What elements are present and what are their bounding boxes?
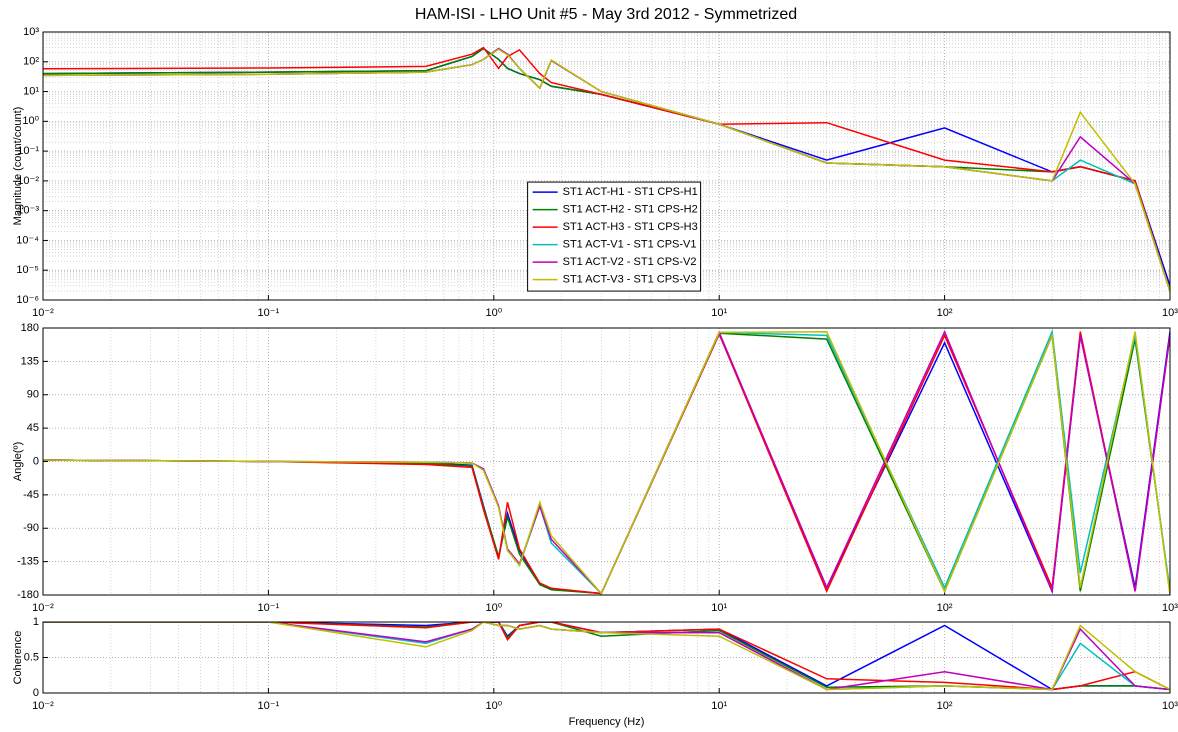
series-line — [43, 330, 1170, 595]
x-tick-label: 10⁰ — [485, 307, 502, 319]
legend-label: ST1 ACT-H2 - ST1 CPS-H2 — [563, 203, 698, 215]
y-tick-label: -180 — [17, 589, 39, 601]
x-tick-label: 10¹ — [711, 602, 727, 614]
plot-frame — [42, 31, 1171, 301]
y-tick-label: 180 — [21, 322, 39, 334]
series-line — [43, 622, 1170, 691]
y-tick-label: 10⁻³ — [17, 205, 39, 217]
y-tick-label: 10⁻⁴ — [16, 234, 39, 246]
series-group — [43, 328, 1170, 595]
y-axis-label: Magnitude (count/count) — [12, 107, 24, 226]
x-tick-label: 10³ — [1162, 700, 1178, 712]
x-tick-label: 10⁻² — [32, 700, 54, 712]
chart-title: HAM-ISI - LHO Unit #5 - May 3rd 2012 - S… — [415, 6, 797, 23]
y-axis-label: Coherence — [12, 631, 24, 685]
y-tick-label: -135 — [17, 556, 39, 568]
x-axis-label: Frequency (Hz) — [569, 716, 645, 728]
x-tick-label: 10⁰ — [485, 602, 502, 614]
legend-label: ST1 ACT-H3 - ST1 CPS-H3 — [563, 221, 698, 233]
x-tick-label: 10³ — [1162, 602, 1178, 614]
plot-frame — [42, 621, 1171, 694]
series-line — [43, 622, 1170, 691]
legend-label: ST1 ACT-V2 - ST1 CPS-V2 — [563, 256, 697, 268]
legend-box — [527, 181, 702, 292]
y-tick-label: 10⁻⁶ — [16, 294, 39, 306]
x-tick-label: 10⁻² — [32, 307, 54, 319]
y-tick-label: 10⁻² — [17, 175, 39, 187]
x-tick-label: 10⁻¹ — [258, 307, 280, 319]
x-tick-label: 10⁻¹ — [258, 602, 280, 614]
series-group — [43, 46, 1170, 292]
legend-label: ST1 ACT-V3 - ST1 CPS-V3 — [563, 273, 697, 285]
legend-label: ST1 ACT-V1 - ST1 CPS-V1 — [563, 238, 697, 250]
y-axis-label: Angle(º) — [12, 442, 24, 481]
x-tick-label: 10⁰ — [485, 700, 502, 712]
series-line — [43, 48, 1170, 292]
x-tick-label: 10¹ — [711, 307, 727, 319]
y-tick-label: 10³ — [23, 26, 39, 38]
y-tick-label: 10¹ — [23, 85, 39, 97]
y-tick-label: 90 — [27, 389, 39, 401]
y-tick-label: 0 — [33, 687, 39, 699]
panel: 10⁻² 10⁻¹ 10⁰ 10¹ 10² 10³ 10⁻⁶ 10⁻⁵ 10⁻⁴ 10⁻³ 10⁻²… — [12, 26, 1178, 319]
y-tick-label: 10² — [23, 56, 39, 68]
y-tick-label: 1 — [33, 616, 39, 628]
y-tick-label: 0 — [33, 455, 39, 467]
y-tick-label: -45 — [23, 489, 39, 501]
panel: 10⁻² 10⁻¹ 10⁰ 10¹ 10² 10³ 0 0.5 1 Coherence Freque… — [12, 616, 1178, 728]
legend-label: ST1 ACT-H1 - ST1 CPS-H1 — [563, 186, 698, 198]
series-group — [43, 622, 1170, 691]
x-tick-label: 10³ — [1162, 307, 1178, 319]
y-tick-label: 10⁰ — [22, 115, 39, 127]
x-tick-label: 10² — [937, 602, 953, 614]
y-tick-label: 0.5 — [24, 651, 39, 663]
legend: ST1 ACT-H1 - ST1 CPS-H1 ST1 ACT-H2 - ST1 … — [527, 181, 702, 292]
x-tick-label: 10² — [937, 700, 953, 712]
x-tick-label: 10¹ — [711, 700, 727, 712]
y-tick-label: 135 — [21, 355, 39, 367]
y-tick-label: 10⁻¹ — [17, 145, 39, 157]
x-tick-label: 10⁻² — [32, 602, 54, 614]
panel: 10⁻² 10⁻¹ 10⁰ 10¹ 10² 10³ 180 135 90 45 0 -45 -90 -13… — [12, 322, 1178, 614]
y-tick-label: 10⁻⁵ — [16, 264, 39, 276]
x-tick-label: 10⁻¹ — [258, 700, 280, 712]
y-tick-label: 45 — [27, 422, 39, 434]
x-tick-label: 10² — [937, 307, 953, 319]
plot-frame — [42, 327, 1171, 596]
y-tick-label: -90 — [23, 522, 39, 534]
